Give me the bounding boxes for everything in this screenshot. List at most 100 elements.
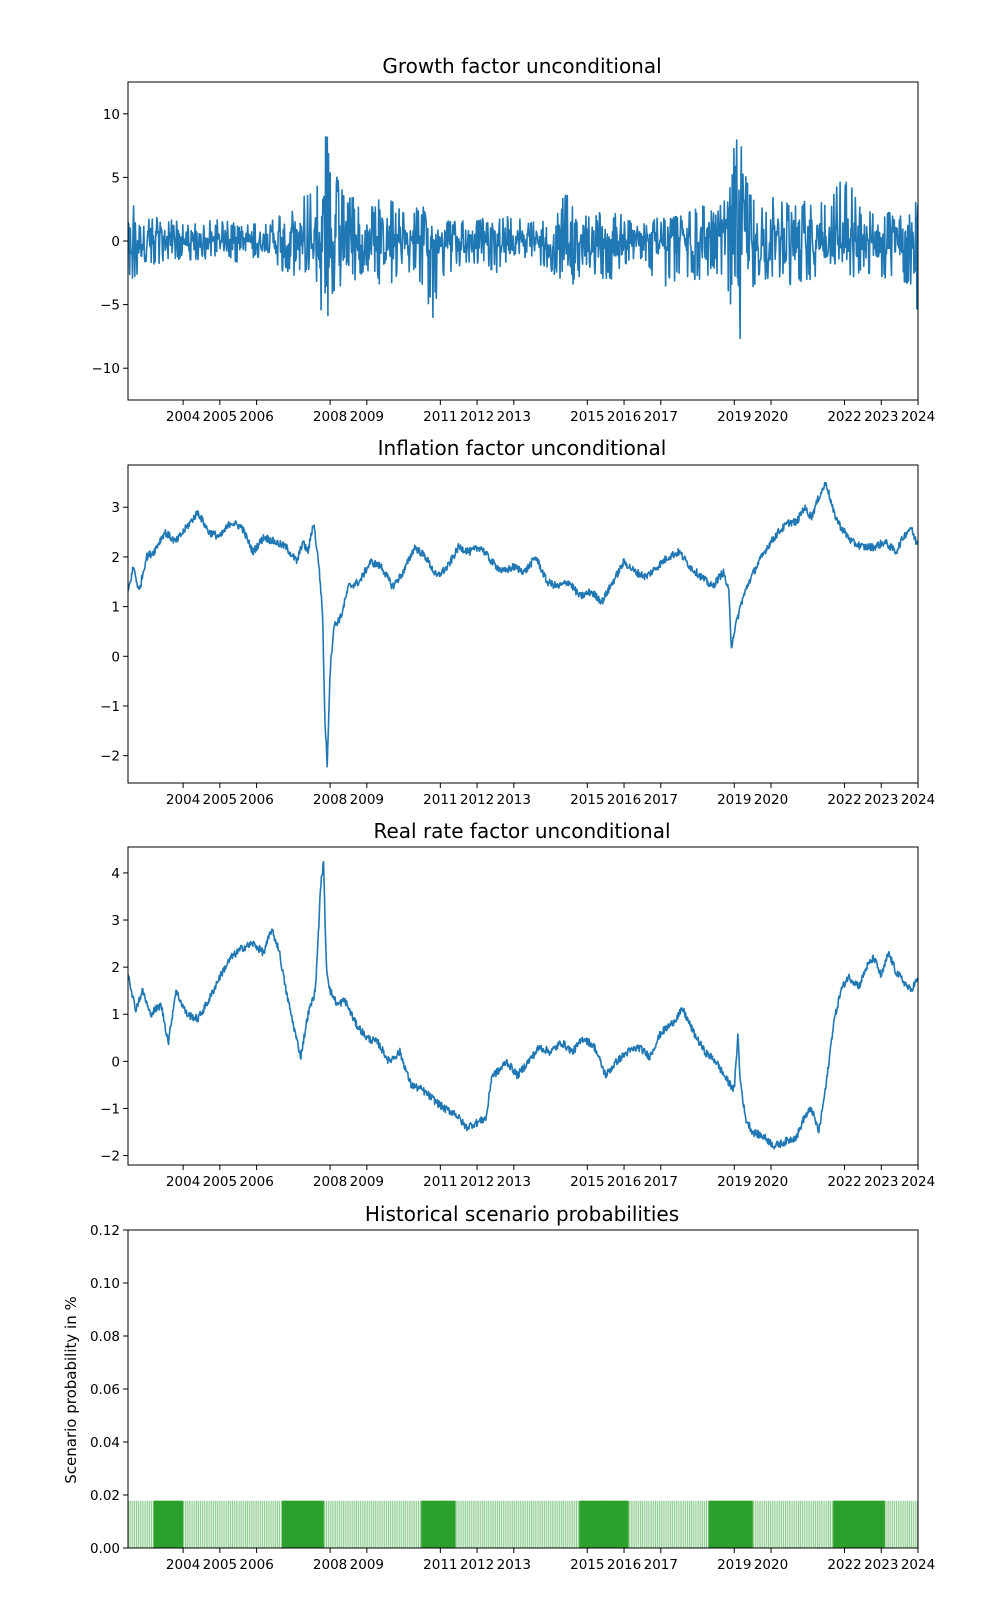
probability-bar <box>483 1500 485 1548</box>
chart-title-probabilities: Historical scenario probabilities <box>365 1202 679 1226</box>
probability-bar-segment <box>422 1500 456 1548</box>
probability-bar <box>559 1500 561 1548</box>
probability-bar <box>801 1500 803 1548</box>
x-tick-label-probabilities: 2023 <box>864 1557 898 1573</box>
probability-bar <box>395 1500 397 1548</box>
probability-bar <box>276 1500 279 1548</box>
probability-bar <box>348 1500 350 1548</box>
x-tick-label-real-rate: 2008 <box>313 1174 347 1190</box>
probability-bar <box>910 1500 912 1548</box>
probability-bar <box>271 1500 273 1548</box>
probability-bar-segment <box>282 1500 323 1548</box>
probability-bar <box>687 1500 689 1548</box>
probability-bar <box>361 1500 363 1548</box>
probability-bar <box>570 1500 572 1548</box>
y-tick-label-real-rate: 0 <box>111 1054 120 1070</box>
probability-bar <box>786 1500 788 1548</box>
probability-bar <box>884 1500 886 1548</box>
probability-bar <box>143 1500 145 1548</box>
probability-bar <box>907 1500 909 1548</box>
y-tick-label-real-rate: −1 <box>100 1101 120 1117</box>
probability-bar <box>630 1500 632 1548</box>
plot-area-inflation: 3 2 1 0 −1 −2 2004 2005 2006 2008 2009 2011 2012 2013… <box>100 481 935 808</box>
x-tick-label-real-rate: 2012 <box>460 1174 494 1190</box>
y-tick-label-inflation: 0 <box>111 649 120 665</box>
y-tick-label-real-rate: 4 <box>111 866 120 882</box>
probability-bar <box>459 1500 461 1548</box>
x-tick-label-inflation: 2015 <box>570 792 604 808</box>
probability-bar <box>207 1500 209 1548</box>
panel-probabilities: Historical scenario probabilities Scenar… <box>62 1202 935 1573</box>
probability-bar <box>196 1500 198 1548</box>
probability-bar <box>226 1500 228 1548</box>
probability-bar <box>553 1500 555 1548</box>
x-tick-label-growth: 2012 <box>460 409 494 425</box>
probability-bar <box>404 1500 406 1548</box>
probability-bar <box>792 1500 794 1548</box>
probability-bar <box>386 1500 388 1548</box>
probability-bar <box>527 1500 529 1548</box>
probability-bar <box>378 1500 380 1548</box>
probability-bar <box>670 1500 672 1548</box>
probability-bar <box>365 1500 367 1548</box>
probability-bar <box>376 1500 378 1548</box>
probability-bar <box>387 1500 390 1548</box>
y-tick-label-inflation: −1 <box>100 699 120 715</box>
probability-bar <box>664 1500 666 1548</box>
y-tick-label-probabilities: 0.02 <box>90 1488 120 1504</box>
probability-bar <box>660 1500 662 1548</box>
probability-bar <box>824 1500 826 1548</box>
probability-bar <box>651 1500 653 1548</box>
probability-bar <box>489 1500 491 1548</box>
probability-bar <box>384 1500 386 1548</box>
plot-area-probabilities: 0.00 0.02 0.04 0.06 0.08 0.10 0.12 2004 2005 2006… <box>90 1223 935 1573</box>
probability-bar <box>331 1500 333 1548</box>
probability-bar <box>694 1500 696 1548</box>
probability-bar <box>243 1500 245 1548</box>
x-tick-label-real-rate: 2013 <box>497 1174 531 1190</box>
probability-bar <box>327 1500 329 1548</box>
probability-bar <box>372 1500 375 1548</box>
probability-bar <box>408 1500 410 1548</box>
series-line-inflation <box>128 481 918 768</box>
probability-bar <box>798 1500 800 1548</box>
probability-bar <box>681 1500 683 1548</box>
probability-bar <box>482 1500 484 1548</box>
probability-bar <box>914 1500 916 1548</box>
probability-bar <box>656 1500 659 1548</box>
probability-bar <box>403 1500 405 1548</box>
probability-bar <box>491 1500 493 1548</box>
x-tick-label-probabilities: 2016 <box>607 1557 641 1573</box>
probability-bar <box>406 1500 408 1548</box>
x-tick-label-real-rate: 2022 <box>827 1174 861 1190</box>
probability-bar <box>470 1500 472 1548</box>
probability-bar <box>905 1500 907 1548</box>
y-tick-label-probabilities: 0.04 <box>90 1435 120 1451</box>
probability-bar <box>342 1500 344 1548</box>
probability-bar <box>335 1500 337 1548</box>
probability-bar <box>888 1500 890 1548</box>
probability-bar <box>658 1500 660 1548</box>
probability-bar <box>220 1500 222 1548</box>
y-tick-label-probabilities: 0.12 <box>90 1223 120 1239</box>
probability-bar <box>256 1500 258 1548</box>
probability-bar <box>557 1500 559 1548</box>
probability-bar-segment <box>580 1500 628 1548</box>
x-tick-label-real-rate: 2020 <box>754 1174 788 1190</box>
probability-bar <box>252 1500 254 1548</box>
probability-bar <box>892 1500 894 1548</box>
probability-bar <box>803 1500 805 1548</box>
probability-bar <box>367 1500 369 1548</box>
probability-bar <box>510 1500 512 1548</box>
probability-bar <box>333 1500 335 1548</box>
probability-bar <box>352 1500 354 1548</box>
probability-bar <box>777 1500 779 1548</box>
probability-bar <box>508 1500 510 1548</box>
y-tick-label-probabilities: 0.10 <box>90 1276 120 1292</box>
probability-bar <box>758 1500 760 1548</box>
probability-bar <box>278 1500 280 1548</box>
probability-bar <box>908 1500 911 1548</box>
probability-bar <box>269 1500 271 1548</box>
probability-bar <box>754 1500 756 1548</box>
